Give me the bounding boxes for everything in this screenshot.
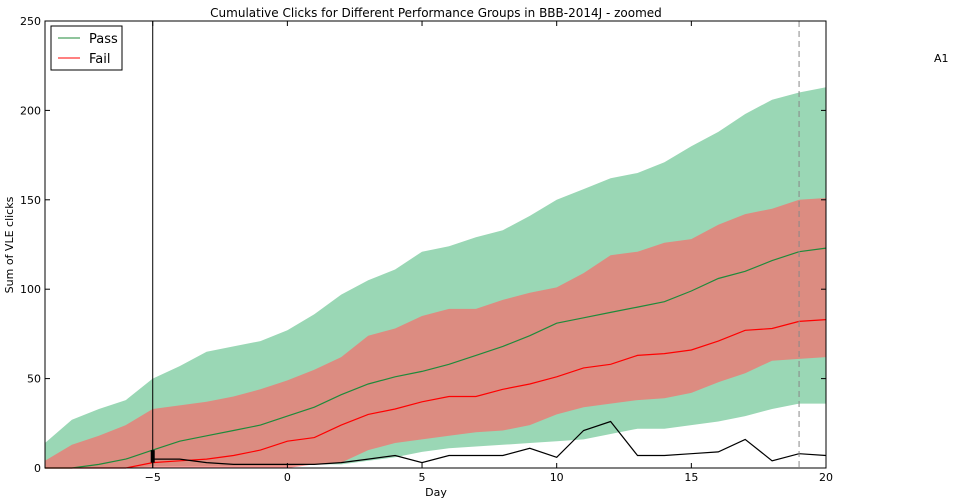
y-tick-label: 250: [20, 15, 41, 28]
x-tick-label: 5: [419, 471, 426, 484]
x-tick-label: 0: [284, 471, 291, 484]
legend-box: [50, 25, 123, 71]
annotation-a1: A1: [934, 52, 949, 65]
y-tick-label: 100: [20, 283, 41, 296]
confidence-bands: [45, 87, 826, 468]
line-fail: [45, 319, 827, 469]
y-axis: 0 50 100 150 200 250: [20, 15, 826, 475]
plot-frame: [44, 20, 827, 469]
line-pass: [45, 247, 827, 469]
legend-pass-label: Pass: [89, 32, 118, 47]
x-tick-label: 20: [819, 471, 833, 484]
x-axis-label: Day: [425, 486, 447, 499]
x-tick-label: −5: [145, 471, 161, 484]
y-axis-label: Sum of VLE clicks: [3, 196, 16, 293]
x-tick-label: 15: [684, 471, 698, 484]
chart-title: Cumulative Clicks for Different Performa…: [210, 6, 662, 20]
y-tick-label: 50: [27, 373, 41, 386]
line-student: [152, 420, 827, 465]
series-lines: [45, 247, 827, 469]
x-tick-label: 10: [550, 471, 564, 484]
reference-lines: [150, 21, 800, 468]
y-tick-label: 150: [20, 194, 41, 207]
y-tick-label: 200: [20, 104, 41, 117]
y-tick-label: 0: [34, 462, 41, 475]
x-axis: −5 0 5 10 15 20: [145, 21, 833, 484]
legend: Pass Fail: [50, 25, 123, 71]
legend-fail-label: Fail: [89, 52, 110, 67]
band-fail: [45, 198, 826, 468]
